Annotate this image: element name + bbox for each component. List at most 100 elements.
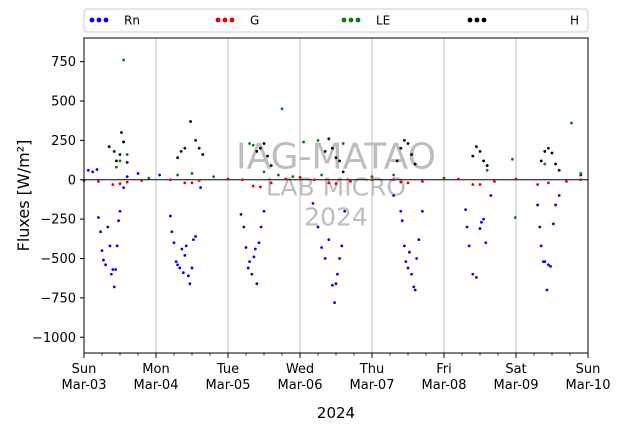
data-point-LE <box>341 142 345 145</box>
data-point-H <box>120 131 123 134</box>
data-point-LE <box>118 159 122 163</box>
data-point-H <box>547 146 550 150</box>
data-point-Rn <box>108 244 112 248</box>
data-point-Rn <box>340 244 344 248</box>
data-point-LE <box>370 175 374 179</box>
x-tick-label-date: Mar-08 <box>422 378 467 393</box>
data-point-Rn <box>417 238 421 242</box>
data-point-Rn <box>257 241 261 245</box>
data-point-Rn <box>538 225 542 229</box>
legend-label: G <box>250 14 259 28</box>
data-point-Rn <box>467 244 471 248</box>
data-point-G <box>327 181 331 185</box>
data-point-Rn <box>184 244 188 248</box>
data-point-Rn <box>158 173 162 177</box>
data-point-LE <box>122 58 125 62</box>
data-point-H <box>269 164 273 167</box>
data-point-G <box>392 178 395 182</box>
data-point-Rn <box>246 266 250 270</box>
data-point-G <box>169 178 172 182</box>
data-point-Rn <box>252 255 256 259</box>
data-point-Rn <box>336 272 339 276</box>
data-point-Rn <box>169 214 172 218</box>
data-point-Rn <box>125 175 129 179</box>
y-axis: −1000 −750 −500 −250 0 250 500 750 <box>32 55 84 346</box>
data-point-H <box>107 145 111 149</box>
data-point-LE <box>212 175 216 179</box>
data-point-H <box>338 159 341 163</box>
y-tick-label: 750 <box>51 55 76 70</box>
legend-marker <box>467 17 473 23</box>
data-point-G <box>471 183 475 186</box>
data-point-H <box>262 142 266 145</box>
x-tick-label-day: Sat <box>505 362 526 377</box>
x-tick-label-day: Wed <box>286 362 314 377</box>
data-point-Rn <box>475 276 478 279</box>
y-tick-label: 0 <box>68 173 76 188</box>
data-point-G <box>125 180 129 184</box>
data-point-Rn <box>115 244 119 248</box>
data-point-H <box>266 154 269 158</box>
legend-marker <box>103 17 109 23</box>
data-point-G <box>298 175 302 179</box>
data-point-Rn <box>99 230 102 234</box>
grid-lines <box>155 38 517 353</box>
data-point-Rn <box>331 283 334 287</box>
data-point-Rn <box>465 225 469 229</box>
data-point-LE <box>543 162 547 166</box>
legend-box <box>83 8 589 33</box>
legend-marker <box>222 17 228 23</box>
data-point-H <box>176 156 180 160</box>
data-point-Rn <box>192 238 195 242</box>
data-point-LE <box>442 176 446 180</box>
data-point-G <box>226 177 230 181</box>
data-point-Rn <box>172 241 176 245</box>
legend: Rn G LE H <box>83 8 589 33</box>
data-point-G <box>259 185 262 189</box>
data-point-LE <box>570 121 573 125</box>
x-tick-label-day: Sun <box>576 362 601 377</box>
data-point-Rn <box>323 257 327 260</box>
data-point-G <box>478 183 482 186</box>
watermark-text: LAB MICRO <box>266 173 406 202</box>
data-point-LE <box>485 168 489 172</box>
data-point-LE <box>320 173 323 177</box>
data-point-Rn <box>253 247 257 251</box>
data-point-Rn <box>489 194 493 197</box>
data-point-Rn <box>170 230 174 234</box>
data-point-G <box>284 177 287 181</box>
data-point-H <box>550 151 554 155</box>
x-tick-label-day: Mon <box>142 362 169 377</box>
data-point-G <box>370 178 374 182</box>
data-point-G <box>493 179 496 183</box>
data-point-Rn <box>543 260 547 264</box>
data-point-LE <box>176 173 180 177</box>
data-point-Rn <box>259 225 263 229</box>
data-point-LE <box>291 175 295 179</box>
data-point-Rn <box>118 209 122 213</box>
data-point-Rn <box>106 225 110 229</box>
data-point-H <box>478 150 482 153</box>
data-point-Rn <box>404 260 408 264</box>
data-point-LE <box>316 138 320 142</box>
legend-marker <box>215 17 221 23</box>
data-point-LE <box>147 176 151 180</box>
legend-marker <box>229 17 235 23</box>
data-point-G <box>399 180 403 184</box>
data-point-G <box>251 184 255 188</box>
data-point-Rn <box>464 208 467 212</box>
data-point-H <box>395 159 399 163</box>
legend-item-G: G <box>215 14 259 28</box>
data-point-H <box>189 120 192 123</box>
data-point-G <box>140 179 144 182</box>
data-point-Rn <box>244 246 248 249</box>
data-point-Rn <box>194 235 198 238</box>
data-point-Rn <box>545 288 549 292</box>
x-tick-label-date: Mar-06 <box>278 378 323 393</box>
data-point-Rn <box>97 216 100 219</box>
data-point-H <box>413 162 417 166</box>
legend-marker <box>348 17 354 23</box>
data-point-Rn <box>334 282 338 286</box>
legend-item-LE: LE <box>341 14 390 28</box>
data-point-G <box>334 182 338 186</box>
